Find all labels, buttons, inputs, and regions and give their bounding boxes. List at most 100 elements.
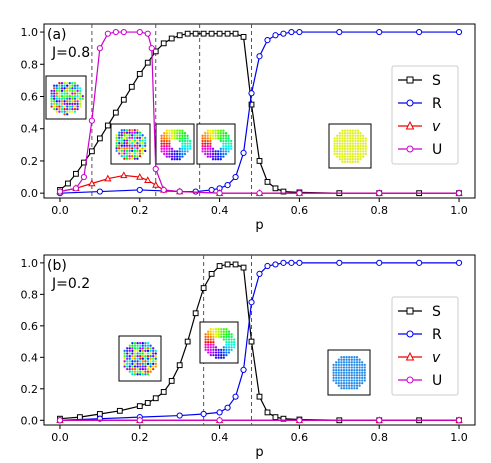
data-point bbox=[272, 261, 279, 268]
y-tick-label: 0.2 bbox=[21, 155, 39, 168]
legend-label: S bbox=[432, 304, 441, 320]
data-point bbox=[148, 45, 155, 52]
x-axis-ticks: 0.0 0.2 0.4 0.6 0.8 1.0 bbox=[51, 198, 468, 217]
data-point bbox=[160, 389, 167, 395]
legend-label: R bbox=[432, 96, 442, 112]
data-point bbox=[264, 262, 271, 270]
data-point bbox=[240, 264, 247, 271]
series-line bbox=[59, 262, 460, 421]
legend-entry-v: v bbox=[398, 119, 441, 135]
data-point bbox=[192, 30, 199, 37]
data-point bbox=[200, 30, 207, 37]
data-point bbox=[272, 185, 279, 192]
series-layer bbox=[56, 28, 463, 197]
data-point bbox=[256, 53, 263, 60]
data-point bbox=[136, 173, 144, 180]
data-point bbox=[128, 83, 135, 90]
data-point bbox=[240, 33, 247, 40]
data-point bbox=[240, 149, 247, 156]
legend-entry-S: S bbox=[398, 304, 441, 320]
data-point bbox=[144, 30, 151, 37]
data-point bbox=[56, 188, 64, 195]
x-tick-label: 0.8 bbox=[370, 204, 388, 217]
data-point bbox=[376, 190, 383, 197]
legend-box bbox=[391, 65, 459, 165]
data-point bbox=[256, 270, 263, 277]
data-point bbox=[232, 261, 239, 268]
data-point bbox=[65, 180, 71, 187]
series-U bbox=[56, 28, 463, 197]
data-point bbox=[88, 148, 95, 155]
data-point bbox=[152, 48, 159, 55]
data-point bbox=[144, 400, 151, 406]
y-axis-ticks: 0.0 0.2 0.4 0.6 0.8 1.0 bbox=[21, 26, 44, 200]
data-point bbox=[120, 96, 127, 103]
data-point bbox=[56, 417, 64, 424]
y-tick-label: 1.0 bbox=[21, 26, 39, 39]
snapshot-inset bbox=[155, 123, 195, 165]
data-point bbox=[176, 362, 183, 369]
data-point bbox=[248, 90, 255, 97]
data-point bbox=[416, 259, 423, 266]
data-point bbox=[120, 28, 127, 36]
data-point bbox=[104, 30, 111, 37]
snapshot-inset bbox=[45, 75, 87, 120]
legend-label: v bbox=[432, 119, 441, 135]
data-point bbox=[336, 28, 343, 36]
x-axis-ticks: 0.0 0.2 0.4 0.6 0.8 1.0 bbox=[51, 425, 468, 444]
data-point bbox=[455, 259, 463, 266]
data-point bbox=[280, 188, 287, 195]
data-point bbox=[224, 30, 231, 37]
data-point bbox=[280, 415, 287, 422]
y-axis-ticks: 0.0 0.2 0.4 0.6 0.8 1.0 bbox=[21, 257, 44, 427]
data-point bbox=[216, 190, 223, 197]
data-point bbox=[216, 409, 223, 416]
data-point bbox=[136, 28, 143, 36]
data-point bbox=[256, 393, 263, 400]
legend-entry-R: R bbox=[398, 96, 442, 112]
y-tick-label: 0.0 bbox=[21, 187, 39, 200]
data-point bbox=[176, 32, 183, 39]
legend-box bbox=[391, 296, 459, 396]
series-R bbox=[56, 259, 463, 424]
data-point bbox=[208, 270, 215, 277]
data-point bbox=[88, 117, 95, 124]
legend-entry-S: S bbox=[398, 73, 441, 89]
data-point bbox=[248, 299, 255, 306]
data-point bbox=[232, 393, 239, 400]
data-point bbox=[200, 285, 207, 291]
data-point bbox=[152, 181, 160, 188]
data-point bbox=[136, 186, 143, 194]
data-point bbox=[296, 417, 303, 424]
data-point bbox=[72, 185, 80, 192]
data-point bbox=[216, 263, 223, 269]
legend-label: S bbox=[432, 73, 441, 89]
data-point bbox=[216, 417, 223, 424]
parameter-label: J=0.8 bbox=[51, 45, 90, 61]
series-line bbox=[59, 33, 460, 194]
y-tick-label: 0.6 bbox=[21, 91, 39, 104]
data-point bbox=[272, 414, 279, 421]
series-U bbox=[56, 417, 463, 424]
snapshot-inset bbox=[118, 335, 162, 382]
data-point bbox=[120, 171, 128, 179]
data-point bbox=[376, 28, 383, 36]
legend-entry-R: R bbox=[398, 327, 442, 343]
data-point bbox=[176, 188, 183, 195]
legend-label: U bbox=[432, 142, 442, 158]
data-point bbox=[168, 378, 175, 384]
data-point bbox=[144, 59, 151, 66]
data-point bbox=[136, 71, 143, 77]
y-tick-label: 1.0 bbox=[21, 257, 39, 270]
legend-label: v bbox=[432, 350, 441, 366]
data-point bbox=[455, 28, 463, 36]
plot-frame bbox=[43, 254, 476, 426]
data-point bbox=[455, 417, 463, 424]
data-point bbox=[232, 30, 239, 37]
data-point bbox=[376, 259, 383, 266]
data-point bbox=[248, 338, 255, 345]
x-axis-title: p bbox=[255, 445, 263, 460]
y-tick-label: 0.8 bbox=[21, 288, 39, 301]
legend-label: U bbox=[432, 373, 442, 389]
